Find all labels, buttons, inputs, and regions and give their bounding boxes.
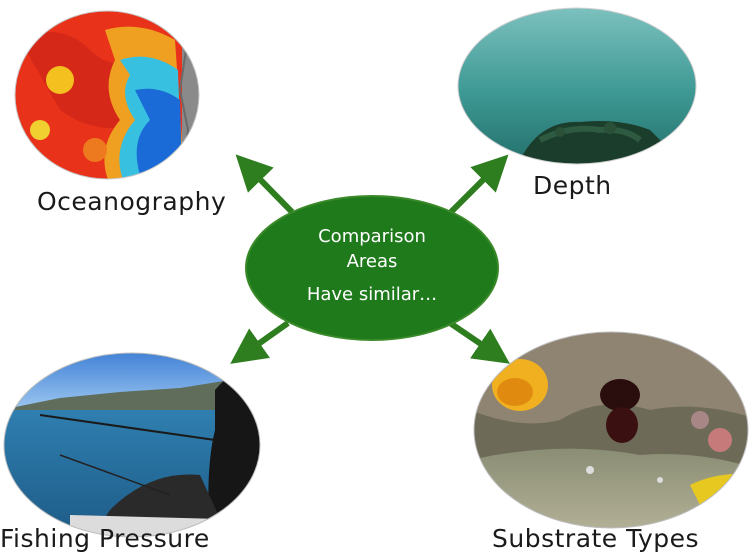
fishing-image [4,353,260,537]
fishing-label: Fishing Pressure [0,524,210,553]
depth-image [458,8,696,164]
substrate-label: Substrate Types [492,524,700,553]
arrow-to-oceanography [235,154,295,215]
center-line1: Comparison [318,226,426,247]
center-line3: Have similar… [306,284,438,305]
arrow-to-substrate [448,320,510,364]
oceanography-image [15,11,199,179]
center-line2: Areas [346,251,398,272]
center-node [245,195,499,341]
substrate-image [474,332,748,528]
oceanography-label: Oceanography [37,187,227,216]
arrow-to-depth [448,154,509,215]
depth-label: Depth [533,171,612,200]
arrow-to-fishing [230,320,290,364]
